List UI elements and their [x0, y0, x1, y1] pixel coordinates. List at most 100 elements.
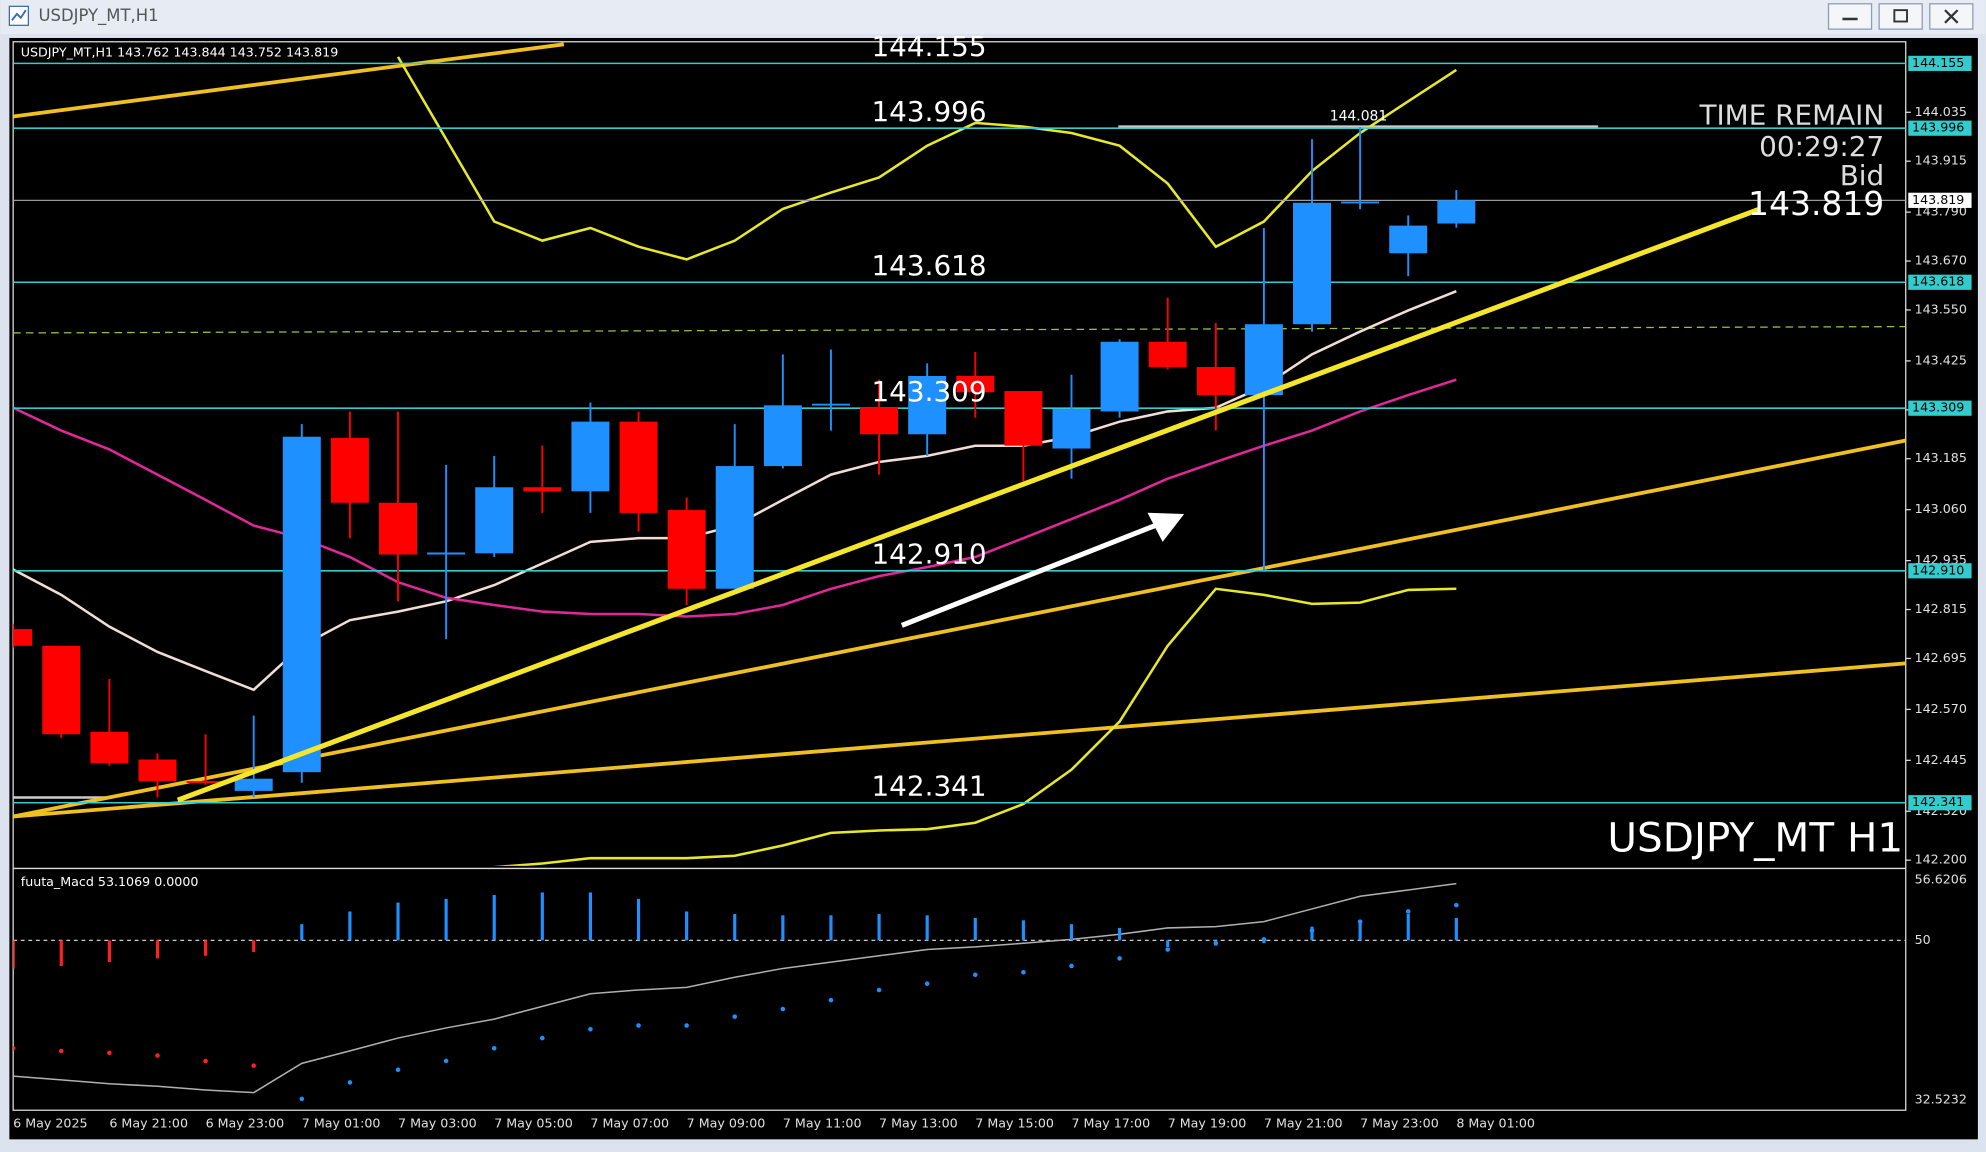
window-title: USDJPY_MT,H1: [38, 6, 158, 26]
y-tick-label: 143.550: [1915, 301, 1967, 316]
x-tick-label: 7 May 23:00: [1360, 1116, 1439, 1131]
title-bar: [0, 0, 1986, 35]
candle-body: [90, 731, 129, 764]
level-tag: [1908, 563, 1972, 579]
candle-body: [42, 645, 81, 735]
level-tag: [1908, 55, 1972, 71]
signal-dot: [443, 1058, 449, 1064]
price-plot: [13, 42, 1906, 866]
candle-body: [1004, 391, 1043, 446]
candle-body: [138, 759, 177, 782]
y-tick-label: 143.425: [1915, 352, 1967, 367]
signal-dot: [347, 1080, 353, 1085]
candle-body: [330, 437, 369, 503]
candle-body: [186, 781, 225, 784]
y-tick-label: 142.200: [1915, 852, 1967, 867]
level-tag: [1908, 795, 1972, 811]
signal-dot: [13, 1045, 16, 1051]
level-tag: [1908, 274, 1972, 290]
macd-line: [13, 882, 1457, 1094]
indicator-line: [13, 378, 1457, 618]
indicator-line: [494, 587, 1457, 866]
candle-body: [475, 487, 514, 554]
price-big: 143.819: [1748, 184, 1884, 223]
price-tag-label: 143.819: [1912, 192, 1964, 207]
signal-dot: [1165, 947, 1170, 952]
restore-button[interactable]: [1878, 3, 1923, 30]
candle-body: [1100, 341, 1139, 412]
time-remain: 00:29:27: [1759, 130, 1884, 163]
level-label: 144.155: [871, 30, 986, 63]
bid-label: Bid: [1840, 159, 1885, 192]
trendline: [13, 438, 1906, 819]
x-tick-label: 7 May 11:00: [783, 1116, 862, 1131]
macd-plot: [13, 882, 1906, 1102]
x-tick-label: 7 May 21:00: [1264, 1116, 1343, 1131]
signal-dot: [203, 1058, 208, 1064]
candle-body: [1389, 225, 1428, 254]
x-tick-label: 6 May 23:00: [206, 1116, 285, 1131]
y-tick-label: 32.5232: [1915, 1092, 1967, 1107]
x-tick-label: 7 May 17:00: [1071, 1116, 1150, 1131]
y-tick-label: 143.915: [1915, 153, 1967, 168]
x-tick-label: 6 May 2025: [13, 1116, 87, 1131]
high-label: 144.081: [1330, 108, 1388, 124]
signal-dot: [972, 972, 978, 978]
candle-body: [956, 375, 995, 393]
overlay: USDJPY_MT,H1 143.762 143.844 143.752 143…: [13, 30, 1972, 1131]
level-tag-label: 143.996: [1912, 120, 1964, 135]
window-buttons[interactable]: [1827, 3, 1974, 30]
level-label: 142.910: [871, 538, 986, 571]
signal-dot: [780, 1006, 786, 1012]
candle-body: [1437, 200, 1476, 224]
signal-dot: [636, 1023, 641, 1028]
level-tag-label: 143.309: [1912, 400, 1964, 415]
signal-dot: [1261, 937, 1267, 942]
signal-dot: [828, 997, 834, 1003]
time-remain-label: TIME REMAIN: [1698, 98, 1884, 131]
candle-body: [1052, 409, 1091, 449]
symbol-label: USDJPY_MT H1: [1607, 814, 1903, 862]
signal-dot: [876, 987, 882, 993]
x-tick-label: 7 May 19:00: [1168, 1116, 1247, 1131]
y-tick-label: 143.060: [1915, 501, 1967, 516]
level-tag-label: 142.341: [1912, 794, 1964, 809]
x-tick-label: 7 May 01:00: [302, 1116, 381, 1131]
close-button[interactable]: [1929, 3, 1974, 30]
signal-dot: [1454, 902, 1459, 908]
signal-dot: [491, 1045, 497, 1051]
level-label: 142.341: [871, 770, 986, 803]
x-tick-label: 7 May 03:00: [398, 1116, 477, 1131]
x-tick-label: 8 May 01:00: [1456, 1116, 1535, 1131]
signal-dot: [732, 1014, 738, 1019]
candle-body: [1244, 324, 1283, 396]
plot-border: [12, 41, 1907, 1111]
signal-dot: [395, 1067, 401, 1073]
level-tag-label: 143.618: [1912, 274, 1964, 289]
signal-dot: [1021, 969, 1026, 975]
candle-body: [1148, 341, 1187, 368]
x-tick-label: 7 May 09:00: [687, 1116, 766, 1131]
candle-body: [13, 629, 33, 646]
y-tick-label: 142.695: [1915, 650, 1967, 665]
signal-dot: [1405, 909, 1411, 914]
main-trendline: [176, 206, 1762, 803]
candle-body: [1341, 201, 1380, 204]
minimize-button[interactable]: [1827, 3, 1873, 30]
candle-body: [619, 421, 658, 513]
signal-dot: [299, 1096, 305, 1102]
candle-body: [860, 407, 899, 435]
x-tick-label: 6 May 21:00: [109, 1116, 188, 1131]
y-tick-label: 142.570: [1915, 701, 1967, 716]
candle-body: [1196, 367, 1235, 396]
signal-dot: [1213, 940, 1219, 946]
candle-body: [908, 375, 947, 435]
signal-dot: [1069, 963, 1074, 969]
dashed-guide: [13, 325, 1906, 334]
x-tick-label: 7 May 13:00: [879, 1116, 958, 1131]
close-glyph: [1944, 9, 1959, 24]
indicator-line: [396, 56, 1458, 261]
candle-body: [282, 436, 321, 773]
y-tick-label: 142.445: [1915, 752, 1967, 767]
